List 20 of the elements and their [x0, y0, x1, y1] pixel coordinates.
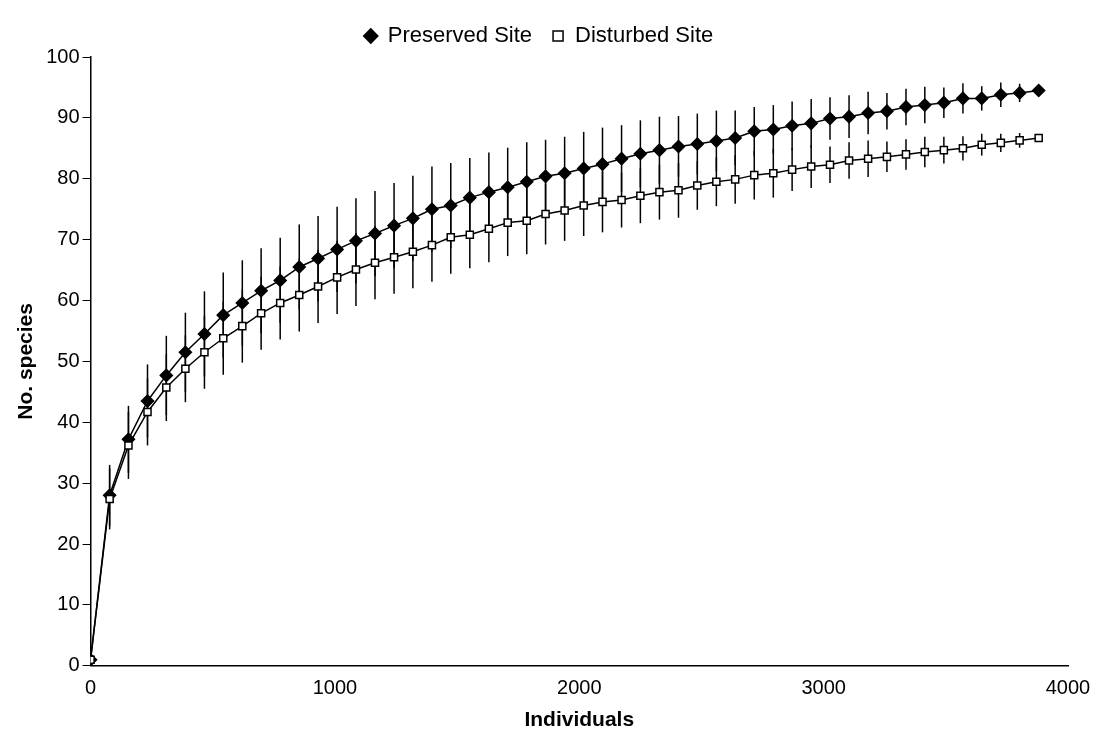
x-tick-label: 2000: [557, 676, 602, 699]
y-tick-label: 60: [57, 288, 80, 311]
legend-label: Disturbed Site: [575, 22, 714, 48]
y-tick-label: 50: [57, 348, 80, 371]
y-tick-label: 70: [57, 227, 80, 250]
y-tick-label: 10: [57, 592, 80, 615]
legend-label: Preserved Site: [387, 22, 533, 48]
y-tick-label: 100: [46, 44, 80, 67]
x-axis-title: Individuals: [524, 707, 635, 731]
y-tick-label: 20: [57, 531, 80, 554]
y-tick-label: 40: [57, 409, 80, 432]
y-tick-label: 0: [68, 653, 80, 676]
x-tick-label: 1000: [312, 676, 358, 699]
y-tick-label: 90: [57, 105, 80, 128]
y-tick-label: 30: [57, 470, 80, 493]
y-axis-title: No. species: [13, 303, 37, 420]
x-tick-label: 0: [85, 676, 97, 699]
y-tick-label: 80: [57, 166, 80, 189]
x-tick-label: 3000: [801, 676, 846, 699]
x-tick-label: 4000: [1045, 676, 1091, 699]
